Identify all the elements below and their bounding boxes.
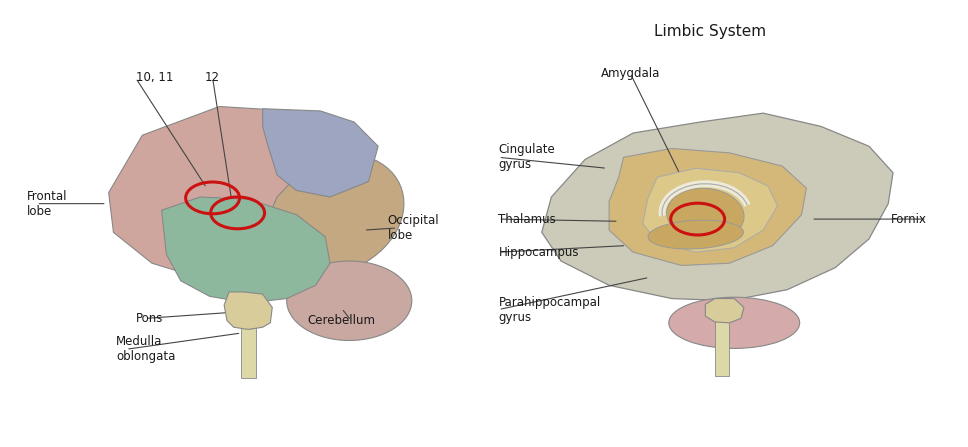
Polygon shape xyxy=(715,318,730,376)
Text: Occipital
lobe: Occipital lobe xyxy=(388,214,439,242)
Ellipse shape xyxy=(667,188,744,241)
Text: 10, 11: 10, 11 xyxy=(136,72,173,84)
Text: Amygdala: Amygdala xyxy=(600,67,660,80)
Text: 12: 12 xyxy=(205,72,220,84)
Polygon shape xyxy=(262,109,378,197)
Ellipse shape xyxy=(257,153,404,276)
Text: Hippocampus: Hippocampus xyxy=(499,246,579,259)
Text: Frontal
lobe: Frontal lobe xyxy=(27,190,68,218)
Polygon shape xyxy=(609,148,806,266)
Polygon shape xyxy=(225,292,272,329)
Polygon shape xyxy=(162,197,330,303)
Polygon shape xyxy=(108,106,320,277)
Ellipse shape xyxy=(287,261,411,341)
Text: Fornix: Fornix xyxy=(891,213,926,226)
Text: Cingulate
gyrus: Cingulate gyrus xyxy=(499,143,556,171)
Text: Limbic System: Limbic System xyxy=(654,24,767,39)
Text: Parahippocampal
gyrus: Parahippocampal gyrus xyxy=(499,295,601,324)
Text: Cerebellum: Cerebellum xyxy=(308,314,376,327)
Text: Pons: Pons xyxy=(136,312,163,325)
Ellipse shape xyxy=(669,297,800,348)
Polygon shape xyxy=(706,299,743,323)
Polygon shape xyxy=(542,113,893,301)
Text: Medulla
oblongata: Medulla oblongata xyxy=(116,335,176,363)
Polygon shape xyxy=(643,169,777,252)
Ellipse shape xyxy=(648,220,743,249)
Text: Thalamus: Thalamus xyxy=(499,213,557,226)
Polygon shape xyxy=(241,325,256,378)
